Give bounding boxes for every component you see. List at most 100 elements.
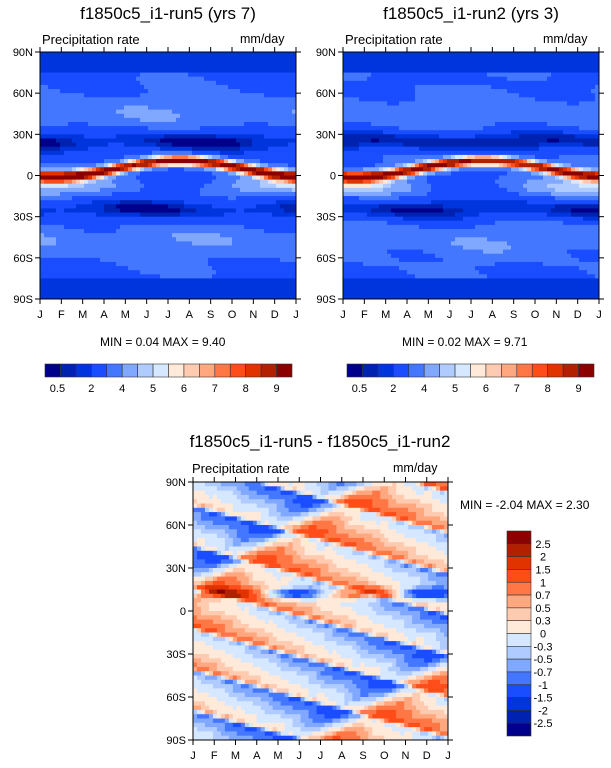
field-cell (164, 154, 169, 160)
field-cell (92, 282, 97, 288)
field-cell (136, 142, 141, 148)
field-cell (256, 97, 261, 102)
field-cell (260, 126, 265, 131)
field-cell (284, 233, 289, 238)
field-cell (180, 241, 185, 246)
field-cell (232, 175, 237, 181)
field-cell (200, 175, 205, 181)
field-cell (268, 121, 273, 127)
field-cell (371, 105, 376, 111)
field-cell (427, 109, 432, 115)
field-cell (128, 134, 133, 139)
field-cell (260, 257, 265, 263)
field-cell (200, 64, 205, 69)
field-cell (84, 113, 89, 119)
field-cell (256, 204, 261, 209)
field-cell (288, 52, 293, 57)
field-cell (84, 261, 89, 267)
field-cell (124, 286, 129, 292)
field-cell (220, 121, 225, 127)
field-cell (104, 216, 109, 222)
field-cell (587, 76, 592, 82)
field-cell (68, 204, 73, 209)
field-cell (100, 224, 105, 230)
field-cell (168, 237, 173, 242)
field-cell (232, 64, 237, 69)
field-cell (407, 56, 412, 61)
field-cell (192, 220, 197, 226)
field-cell (268, 52, 273, 57)
field-cell (459, 52, 464, 57)
field-cell (583, 52, 588, 57)
field-cell (471, 76, 476, 82)
field-cell (136, 253, 141, 259)
field-cell (292, 105, 297, 111)
field-cell (240, 208, 245, 213)
field-cell (292, 216, 297, 222)
field-cell (252, 286, 257, 292)
field-cell (507, 56, 512, 61)
field-cell (172, 68, 177, 73)
field-cell (395, 68, 400, 73)
field-cell (459, 80, 464, 86)
field-cell (288, 241, 293, 246)
field-cell (455, 105, 460, 111)
field-cell (288, 146, 293, 152)
field-cell (347, 93, 352, 98)
field-cell (284, 220, 289, 226)
field-cell (407, 60, 412, 65)
field-cell (188, 220, 193, 226)
field-cell (100, 220, 105, 226)
field-cell (355, 101, 360, 106)
field-cell (555, 64, 560, 69)
field-cell (60, 146, 65, 152)
field-cell (104, 274, 109, 279)
field-cell (68, 261, 73, 267)
field-cell (120, 163, 125, 168)
field-cell (347, 60, 352, 65)
field-cell (260, 80, 265, 86)
field-cell (447, 64, 452, 69)
field-cell (427, 60, 432, 65)
field-cell (244, 154, 249, 160)
field-cell (471, 60, 476, 65)
field-cell (228, 179, 233, 185)
field-cell (84, 233, 89, 238)
field-cell (132, 68, 137, 73)
field-cell (391, 89, 396, 94)
field-cell (292, 175, 297, 181)
field-cell (240, 204, 245, 209)
field-cell (511, 64, 516, 69)
field-cell (196, 208, 201, 213)
field-cell (44, 257, 49, 263)
field-cell (132, 241, 137, 246)
field-cell (204, 212, 209, 218)
field-cell (144, 109, 149, 115)
field-cell (132, 130, 137, 135)
field-cell (292, 200, 297, 205)
field-cell (100, 208, 105, 213)
field-cell (164, 253, 169, 259)
field-cell (483, 113, 488, 119)
field-cell (76, 138, 81, 143)
field-cell (523, 105, 528, 111)
field-cell (499, 105, 504, 111)
field-cell (84, 60, 89, 65)
field-cell (244, 196, 249, 201)
field-cell (44, 72, 49, 78)
field-cell (575, 72, 580, 78)
field-cell (407, 113, 412, 119)
field-cell (256, 159, 261, 164)
field-cell (539, 84, 544, 90)
field-cell (232, 253, 237, 259)
field-cell (276, 150, 281, 156)
field-cell (280, 76, 285, 82)
field-cell (463, 109, 468, 115)
field-cell (68, 290, 73, 296)
field-cell (567, 56, 572, 61)
field-cell (212, 72, 217, 78)
field-cell (56, 241, 61, 246)
field-cell (531, 72, 536, 78)
field-cell (264, 249, 269, 255)
field-cell (347, 80, 352, 86)
